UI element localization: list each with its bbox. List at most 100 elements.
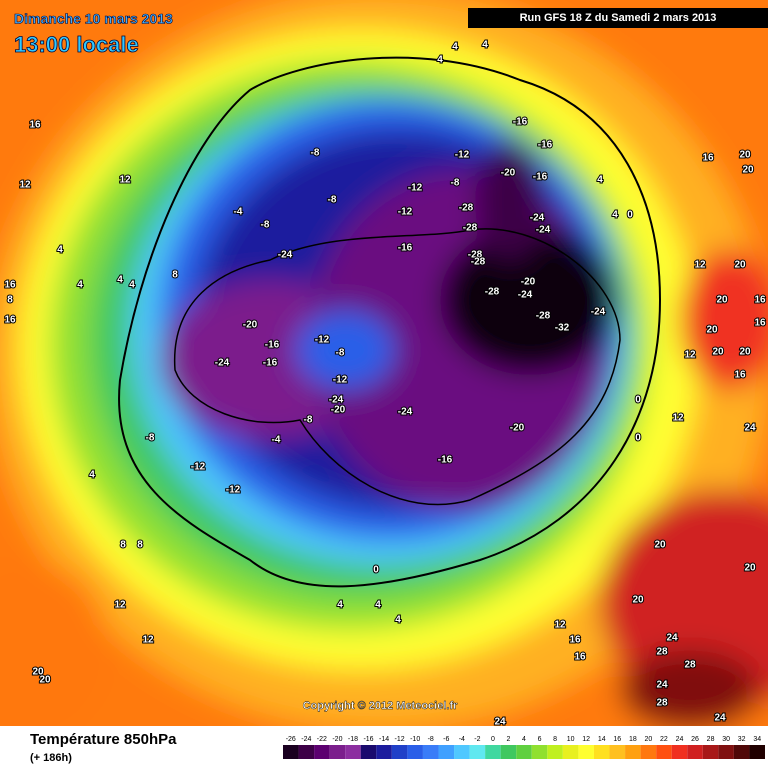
contour-label: -16 <box>538 140 553 151</box>
colorbar-tick-label: -12 <box>395 736 405 743</box>
contour-label: 8 <box>137 540 143 551</box>
run-info: Run GFS 18 Z du Samedi 2 mars 2013 <box>520 12 717 24</box>
header: Dimanche 10 mars 2013 13:00 locale Run G… <box>14 8 768 57</box>
colorbar-swatch <box>702 745 719 759</box>
colorbar-tick-label: -16 <box>363 736 373 743</box>
colorbar-swatch <box>578 745 594 759</box>
contour-label: 16 <box>754 295 766 306</box>
contour-label: 20 <box>742 165 754 176</box>
colorbar-tick-label: 28 <box>707 736 715 743</box>
contour-label: 4 <box>129 280 135 291</box>
colorbar-tick-label: 14 <box>598 736 606 743</box>
contour-label: 4 <box>375 600 381 611</box>
contour-label: 4 <box>482 40 488 51</box>
colorbar-tick-label: 6 <box>538 736 542 743</box>
contour-label: -12 <box>333 375 348 386</box>
colorbar-tick-label: -10 <box>410 736 420 743</box>
contour-label: -4 <box>272 435 281 446</box>
contour-label: 8 <box>7 295 13 306</box>
colorbar-tick-label: -24 <box>301 736 311 743</box>
colorbar-tick-label: -6 <box>443 736 449 743</box>
contour-label: -28 <box>468 250 483 261</box>
contour-label: 4 <box>597 175 603 186</box>
contour-label: 0 <box>627 210 633 221</box>
colorbar-swatch <box>516 745 532 759</box>
copyright: Copyright © 2012 Meteociel.fr <box>303 700 459 712</box>
contour-label: 4 <box>395 615 401 626</box>
contour-label: -12 <box>226 485 241 496</box>
contour-label: -4 <box>234 207 243 218</box>
colorbar-tick-label: 32 <box>738 736 746 743</box>
contour-label: 16 <box>4 315 16 326</box>
colorbar-tick-label: -8 <box>428 736 434 743</box>
contour-label: -16 <box>398 243 413 254</box>
contour-label: 20 <box>744 563 756 574</box>
contour-label: 24 <box>656 680 668 691</box>
contour-label: 4 <box>89 470 95 481</box>
colorbar-swatch <box>422 745 439 759</box>
colorbar-swatch <box>500 745 517 759</box>
colorbar-swatch <box>360 745 377 759</box>
footer-title: Température 850hPa <box>30 731 177 748</box>
contour-label: -12 <box>315 335 330 346</box>
colorbar-swatch <box>718 745 734 759</box>
contour-label: 8 <box>172 270 178 281</box>
contour-label: -24 <box>215 358 230 369</box>
colorbar-swatch <box>314 745 330 759</box>
colorbar-swatch <box>485 745 501 759</box>
colorbar-tick-label: 8 <box>553 736 557 743</box>
contour-label: 12 <box>672 413 684 424</box>
colorbar-swatch <box>749 745 765 759</box>
colorbar-tick-label: 20 <box>644 736 652 743</box>
contour-label: 24 <box>494 717 506 728</box>
colorbar-tick-label: 16 <box>613 736 621 743</box>
contour-label: 24 <box>744 423 756 434</box>
colorbar-tick-label: 0 <box>491 736 495 743</box>
contour-line <box>118 56 662 588</box>
contour-label: 12 <box>694 260 706 271</box>
contour-label: -8 <box>328 195 337 206</box>
colorbar-swatch <box>593 745 610 759</box>
colorbar-swatch <box>547 745 563 759</box>
contour-label: -28 <box>485 287 500 298</box>
colorbar-swatch <box>391 745 408 759</box>
contour-label: -8 <box>451 178 460 189</box>
contour-label: -16 <box>265 340 280 351</box>
colorbar-swatch <box>283 745 299 759</box>
contour-label: -8 <box>146 433 155 444</box>
contour-label: 12 <box>114 600 126 611</box>
contour-label: 12 <box>119 175 131 186</box>
contour-label: 20 <box>739 347 751 358</box>
colorbar-tick-label: 34 <box>753 736 761 743</box>
contour-label: -28 <box>536 311 551 322</box>
contour-label: 12 <box>19 180 31 191</box>
contour-label: 4 <box>452 42 458 53</box>
run-box <box>468 8 768 28</box>
contour-label: 4 <box>57 245 63 256</box>
colorbar-swatch <box>687 745 703 759</box>
contour-label: 20 <box>32 667 44 678</box>
contour-label: 0 <box>635 395 641 406</box>
contour-label: -20 <box>243 320 258 331</box>
colorbar-swatch <box>640 745 657 759</box>
contour-label: 16 <box>574 652 586 663</box>
contour-label: -16 <box>513 117 528 128</box>
colorbar-swatch <box>562 745 579 759</box>
colorbar-tick-label: -22 <box>317 736 327 743</box>
contour-label: -8 <box>336 348 345 359</box>
contour-label: -28 <box>459 203 474 214</box>
contour-label: 16 <box>754 318 766 329</box>
colorbar-swatch <box>298 745 315 759</box>
contour-label: 4 <box>117 275 123 286</box>
contour-label: -12 <box>398 207 413 218</box>
colorbar-tick-label: 24 <box>676 736 684 743</box>
contour-label: 20 <box>39 675 51 686</box>
colorbar-swatch <box>656 745 672 759</box>
contour-label: -24 <box>530 213 545 224</box>
map-time: 13:00 locale <box>14 32 139 57</box>
colorbar-tick-label: 4 <box>522 736 526 743</box>
